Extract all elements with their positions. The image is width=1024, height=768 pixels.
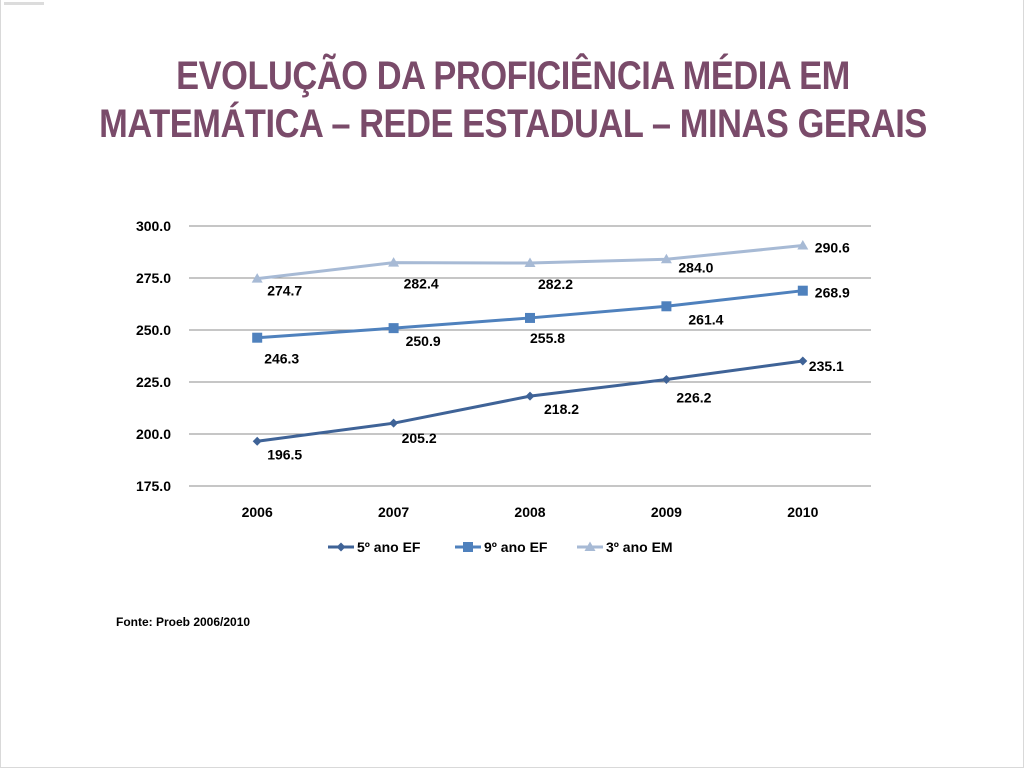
legend-marker <box>463 542 473 552</box>
data-label: 284.0 <box>678 259 713 275</box>
data-label: 246.3 <box>264 351 299 367</box>
data-label: 282.4 <box>404 276 439 292</box>
data-label: 290.6 <box>815 240 850 256</box>
legend-label: 5º ano EF <box>357 539 421 555</box>
data-point <box>797 240 809 250</box>
data-point <box>660 253 672 264</box>
data-point <box>798 356 808 366</box>
data-point <box>661 375 671 385</box>
data-point <box>797 285 808 296</box>
y-tick-label: 250.0 <box>136 322 171 338</box>
data-point <box>252 332 263 343</box>
data-label: 250.9 <box>406 333 441 349</box>
x-tick-label: 2007 <box>378 504 409 520</box>
data-point <box>661 301 672 312</box>
data-label: 235.1 <box>809 358 844 374</box>
x-tick-label: 2010 <box>787 504 818 520</box>
data-label: 261.4 <box>688 311 723 327</box>
corner-mark <box>4 2 44 5</box>
chart-title: EVOLUÇÃO DA PROFICIÊNCIA MÉDIA EM MATEMÁ… <box>73 52 954 148</box>
y-tick-label: 275.0 <box>136 270 171 286</box>
data-point <box>251 273 263 283</box>
legend-marker <box>584 541 596 551</box>
chart-title-line-2: MATEMÁTICA – REDE ESTADUAL – MINAS GERAI… <box>99 102 927 146</box>
x-tick-label: 2006 <box>242 504 273 520</box>
x-tick-label: 2008 <box>514 504 545 520</box>
y-tick-label: 300.0 <box>136 218 171 234</box>
source-note: Fonte: Proeb 2006/2010 <box>116 615 251 629</box>
data-label: 282.2 <box>538 276 573 292</box>
data-point <box>525 391 535 401</box>
data-label: 274.7 <box>267 283 302 299</box>
line-chart: 175.0 200.0 225.0 250.0 275.0 300.0 2006 2007 20… <box>136 218 871 555</box>
data-point <box>252 436 262 446</box>
y-tick-label: 200.0 <box>136 426 171 442</box>
chart-title-line-1: EVOLUÇÃO DA PROFICIÊNCIA MÉDIA EM <box>176 54 850 98</box>
legend-marker <box>336 542 346 552</box>
legend-label: 9º ano EF <box>484 539 548 555</box>
data-label: 226.2 <box>676 390 711 406</box>
series-line <box>257 359 804 443</box>
data-label: 255.8 <box>530 330 565 346</box>
data-point <box>389 418 399 428</box>
data-point <box>525 312 535 323</box>
data-point <box>388 257 400 267</box>
data-label: 268.9 <box>815 285 850 301</box>
data-label: 218.2 <box>544 401 579 417</box>
y-tick-label: 225.0 <box>136 374 171 390</box>
data-point <box>524 257 536 268</box>
y-tick-label: 175.0 <box>136 478 171 494</box>
legend-label: 3º ano EM <box>606 539 673 555</box>
data-point <box>388 323 399 334</box>
x-tick-label: 2009 <box>651 504 682 520</box>
data-label: 196.5 <box>267 446 302 462</box>
data-label: 205.2 <box>402 430 437 446</box>
